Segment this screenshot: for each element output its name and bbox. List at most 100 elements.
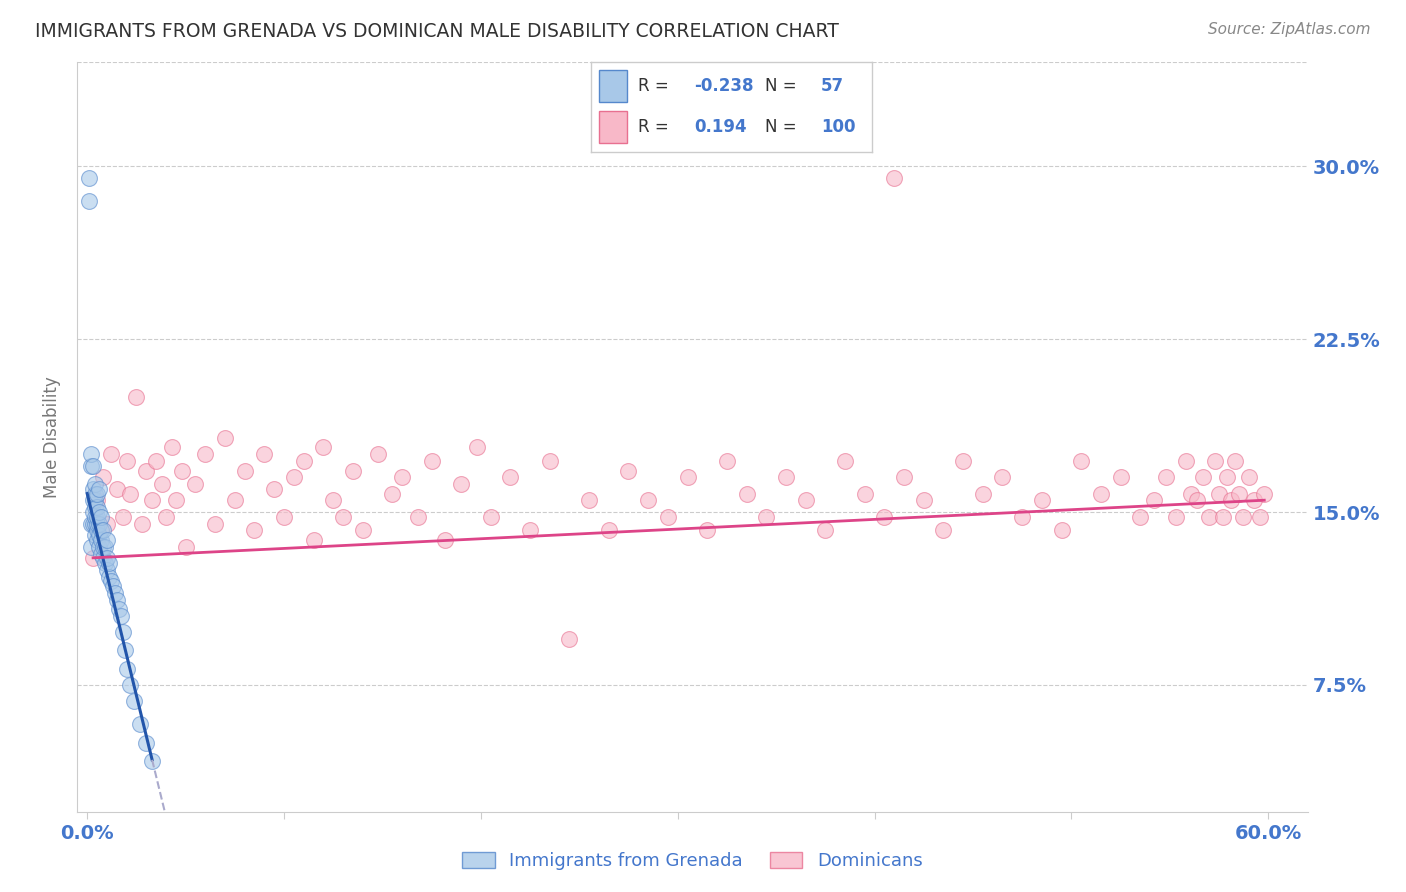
Point: [972, 486, 994, 500]
Point: [124, 694, 146, 708]
Point: [617, 463, 640, 477]
Point: [932, 524, 955, 538]
Point: [214, 431, 236, 445]
Point: [263, 482, 285, 496]
Point: [105, 482, 128, 496]
Point: [170, 463, 193, 477]
Point: [84, 493, 107, 508]
Point: [80, 458, 103, 473]
Point: [82, 482, 104, 496]
Point: [160, 441, 183, 455]
Y-axis label: Male Disability: Male Disability: [44, 376, 62, 498]
Text: N =: N =: [765, 77, 801, 95]
Point: [82, 493, 104, 508]
Point: [86, 533, 108, 547]
Bar: [599, 111, 627, 143]
Text: 100: 100: [821, 118, 856, 136]
Point: [1109, 470, 1132, 484]
Point: [1232, 509, 1254, 524]
Point: [1187, 493, 1209, 508]
Point: [696, 524, 718, 538]
Point: [1031, 493, 1053, 508]
Point: [91, 540, 114, 554]
Point: [381, 486, 404, 500]
Point: [538, 454, 561, 468]
Point: [82, 505, 104, 519]
Point: [1011, 509, 1033, 524]
Point: [735, 486, 758, 500]
Point: [1174, 454, 1197, 468]
Point: [233, 463, 256, 477]
Point: [1227, 486, 1250, 500]
Point: [96, 533, 118, 547]
Legend: Immigrants from Grenada, Dominicans: Immigrants from Grenada, Dominicans: [456, 845, 929, 878]
Point: [107, 602, 129, 616]
Point: [794, 493, 817, 508]
Point: [141, 493, 163, 508]
Point: [150, 477, 173, 491]
Point: [499, 470, 522, 484]
Point: [834, 454, 856, 468]
Point: [114, 643, 136, 657]
Point: [578, 493, 600, 508]
Point: [105, 592, 128, 607]
Point: [94, 540, 117, 554]
Point: [302, 533, 325, 547]
Point: [1070, 454, 1092, 468]
Point: [1204, 454, 1226, 468]
Point: [82, 551, 104, 566]
Point: [1243, 493, 1265, 508]
Point: [243, 524, 266, 538]
Point: [86, 486, 108, 500]
Point: [115, 662, 138, 676]
Point: [1192, 470, 1215, 484]
Point: [204, 516, 226, 531]
Point: [84, 477, 107, 491]
Point: [91, 551, 114, 566]
Point: [135, 463, 157, 477]
Point: [224, 493, 246, 508]
Point: [96, 563, 118, 577]
Point: [86, 509, 108, 524]
Point: [367, 447, 389, 461]
Point: [97, 556, 120, 570]
Point: [82, 458, 104, 473]
Point: [91, 470, 114, 484]
Point: [1249, 509, 1271, 524]
Point: [342, 463, 364, 477]
Point: [1212, 509, 1234, 524]
Point: [84, 516, 107, 531]
Point: [84, 509, 107, 524]
Point: [893, 470, 915, 484]
Point: [952, 454, 974, 468]
Bar: [599, 70, 627, 102]
Point: [125, 390, 148, 404]
Point: [86, 516, 108, 531]
Text: Source: ZipAtlas.com: Source: ZipAtlas.com: [1208, 22, 1371, 37]
Point: [100, 447, 122, 461]
Point: [120, 678, 142, 692]
Point: [1198, 509, 1220, 524]
Text: -0.238: -0.238: [695, 77, 754, 95]
Point: [165, 493, 187, 508]
Point: [434, 533, 457, 547]
Point: [312, 441, 335, 455]
Text: 0.194: 0.194: [695, 118, 747, 136]
Point: [115, 454, 138, 468]
Point: [101, 579, 124, 593]
Point: [853, 486, 876, 500]
Point: [1223, 454, 1246, 468]
Point: [332, 509, 354, 524]
Point: [991, 470, 1014, 484]
Point: [145, 454, 167, 468]
Point: [96, 551, 118, 566]
Point: [873, 509, 896, 524]
Point: [96, 516, 118, 531]
Point: [90, 524, 112, 538]
Point: [912, 493, 935, 508]
Point: [558, 632, 581, 646]
Point: [637, 493, 659, 508]
Point: [86, 524, 108, 538]
Point: [519, 524, 541, 538]
Point: [450, 477, 472, 491]
